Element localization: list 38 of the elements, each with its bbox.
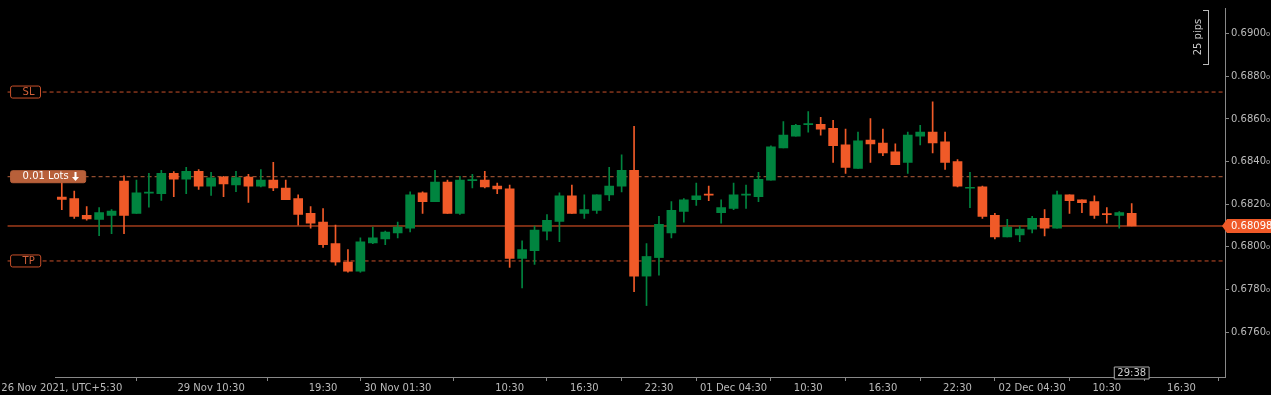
- x-tick-label: 19:30: [308, 381, 338, 393]
- annotation: 25 pips: [1191, 18, 1203, 56]
- x-tick-label: 02 Dec 04:30: [998, 381, 1066, 393]
- candlestick: [1077, 199, 1087, 213]
- candlestick: [81, 206, 92, 221]
- x-tick-label: 22:30: [644, 381, 674, 393]
- candlestick: [716, 199, 726, 224]
- candlestick: [56, 182, 67, 210]
- y-tick-label: 0.6800₀: [1231, 240, 1270, 252]
- annotation: 29:38: [1117, 366, 1147, 378]
- x-tick-label: 26 Nov 2021, UTC+5:30: [1, 381, 123, 393]
- candlestick: [965, 171, 975, 208]
- y-tick-label: 0.6780₀: [1231, 283, 1270, 295]
- candlestick: [517, 240, 527, 289]
- y-tick-label: 0.6820₀: [1231, 197, 1270, 209]
- y-tick-label: 0.6900₀: [1231, 27, 1270, 39]
- x-tick-label: 16:30: [1167, 381, 1196, 393]
- x-tick-label: 01 Dec 04:30: [699, 381, 768, 393]
- candlestick: [691, 182, 702, 206]
- y-tick-label: 0.6840₀: [1231, 155, 1270, 167]
- x-tick-label: 30 Nov 01:30: [363, 381, 432, 393]
- x-tick-label: 10:30: [495, 381, 525, 393]
- candlestick: [803, 111, 814, 133]
- x-tick-label: 22:30: [943, 381, 972, 393]
- y-tick-label: 0.6860₀: [1231, 112, 1270, 124]
- x-tick-label: 16:30: [569, 381, 599, 393]
- y-tick-label: 0.6760₀: [1231, 325, 1270, 337]
- candlestick: [1114, 211, 1125, 229]
- ref-line-label: TP: [21, 254, 35, 266]
- y-tick-label: 0.6880₀: [1231, 69, 1270, 81]
- ref-line-label: 0.68098: [1231, 219, 1271, 231]
- x-tick-label: 10:30: [793, 381, 823, 393]
- x-tick-label: 16:30: [868, 381, 898, 393]
- candlestick: [579, 194, 590, 219]
- ref-line-label: SL: [22, 85, 35, 97]
- x-tick-label: 10:30: [1092, 381, 1122, 393]
- ref-line-label: 0.01 Lots: [22, 170, 69, 182]
- x-tick-label: 29 Nov 10:30: [177, 381, 245, 393]
